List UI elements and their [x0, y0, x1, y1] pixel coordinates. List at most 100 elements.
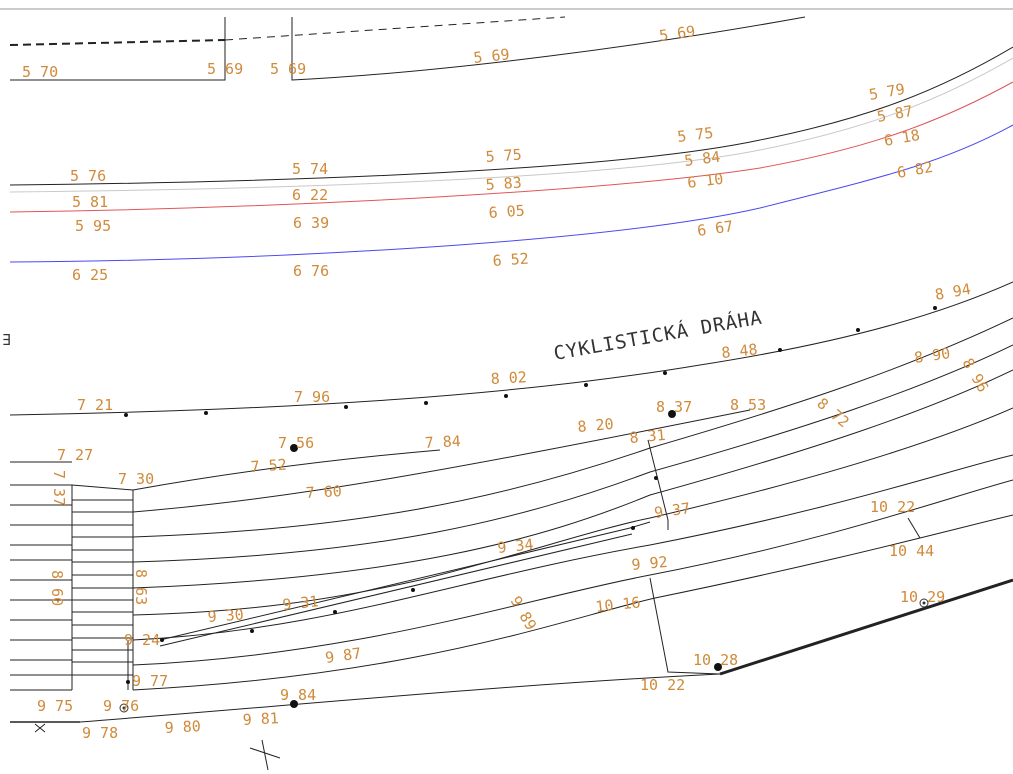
point-8-37	[668, 410, 676, 418]
point-9-84	[290, 700, 298, 708]
elevation-label: 9 81	[242, 709, 279, 729]
lower-linework	[9, 281, 1013, 771]
elevation-labels: 5 70 5 69 5 69 5 69 5 69 5 795 876 18 6 82 5 75…	[22, 22, 992, 742]
elevation-label: 9 87	[324, 644, 362, 667]
elevation-label: 6 52	[492, 250, 529, 270]
steps-treads	[72, 499, 133, 676]
elevation-label: 6 67	[696, 217, 734, 240]
contour-6	[132, 407, 1013, 616]
elevation-label: 5 69	[473, 45, 511, 67]
contour-4	[132, 344, 1013, 563]
benchmark-9-76	[119, 703, 129, 713]
elevation-label: 7 30	[118, 470, 154, 488]
elevation-label: 5 83	[485, 174, 522, 194]
elevation-label: 5 74	[292, 160, 328, 178]
drop-line	[649, 577, 721, 675]
cross-mark-small	[34, 723, 46, 733]
benchmark-points	[119, 598, 929, 713]
point-ramp-2	[250, 629, 254, 633]
elevation-label: 8 20	[577, 415, 615, 436]
elevation-label: 9 76	[103, 697, 139, 715]
elevation-label: 6 22	[292, 186, 328, 204]
point-box	[654, 476, 658, 480]
elevation-label: 9 84	[280, 686, 316, 704]
elevation-label: 5 76	[70, 167, 106, 185]
elevation-label: 9 75	[37, 697, 73, 715]
edge-line-blue	[9, 124, 1013, 263]
elevation-label: 8 48	[721, 340, 759, 362]
elevation-label: 5 81	[72, 193, 108, 211]
point-edge-5	[504, 394, 508, 398]
elevation-label: 5 75	[485, 146, 522, 166]
point-edge-3	[344, 405, 348, 409]
elevation-label: 5 84	[683, 148, 721, 170]
elevation-label: 8 72	[813, 394, 852, 431]
edge-line-grey	[9, 57, 1013, 193]
point-edge-7	[663, 371, 667, 375]
elevation-label: 7 27	[57, 446, 93, 464]
benchmark-10-29-dot	[922, 601, 926, 605]
elevation-label: 9 77	[132, 672, 168, 690]
elevation-label: 6 05	[488, 202, 525, 222]
elevation-label: 6 18	[883, 126, 922, 150]
elevation-label: 8 94	[934, 280, 973, 304]
wall-right	[291, 16, 806, 81]
elevation-label: 9 37	[653, 499, 691, 522]
elevation-label: 6 39	[293, 214, 329, 232]
contour-3	[132, 317, 1013, 538]
point-edge-9	[856, 328, 860, 332]
elevation-label: 5 69	[270, 60, 306, 78]
contour-2	[132, 409, 751, 513]
point-ramp-1	[160, 638, 164, 642]
elevation-label: 7 37	[50, 470, 68, 506]
elevation-label: 7 60	[305, 482, 342, 502]
elevation-label: 7 84	[424, 432, 461, 452]
dashed-edge-light	[224, 16, 566, 41]
box-right	[647, 439, 669, 530]
point-7-56	[290, 444, 298, 452]
elevation-label: 8 60	[48, 570, 66, 606]
elevation-label: 7 21	[77, 396, 113, 414]
steps-lines	[10, 461, 72, 691]
elevation-label: 6 10	[686, 170, 724, 192]
elevation-label: 9 31	[282, 592, 320, 614]
elevation-label: 8 96	[959, 355, 993, 395]
elevation-label: 6 82	[896, 158, 935, 182]
point-steps	[126, 680, 130, 684]
elevation-label: 6 25	[72, 266, 108, 284]
elevation-label: 9 92	[631, 553, 669, 574]
point-edge-4	[424, 401, 428, 405]
elevation-label: 8 63	[132, 569, 150, 605]
elevation-label: 8 31	[629, 426, 667, 447]
elevation-label: 6 76	[293, 262, 329, 280]
elevation-label: 9 30	[207, 606, 244, 626]
point-edge-1	[124, 413, 128, 417]
elevation-label: 9 34	[497, 535, 535, 557]
contour-9	[132, 514, 1013, 691]
point-ramp-3	[333, 610, 337, 614]
point-edge-6	[584, 383, 588, 387]
bottom-edge	[79, 673, 721, 723]
benchmark-9-76-dot	[122, 706, 126, 710]
notch	[907, 517, 921, 539]
upper-linework	[9, 16, 1013, 263]
elevation-label: 5 95	[75, 217, 111, 235]
point-edge-2	[204, 411, 208, 415]
cross-mark	[249, 739, 281, 771]
elevation-label: 5 79	[868, 80, 907, 104]
point-10-28	[714, 663, 722, 671]
elevation-label: 5 75	[676, 124, 714, 146]
elevation-label: 9 24	[124, 631, 160, 649]
elevation-label: 5 70	[22, 63, 58, 81]
point-edge-10	[933, 306, 937, 310]
elevation-label: 7 56	[278, 434, 314, 452]
ramp-line	[159, 521, 651, 641]
elevation-label: 10 22	[870, 498, 915, 516]
contour-1	[132, 449, 441, 491]
ramp-line-2	[159, 533, 633, 647]
elevation-label: 8 02	[490, 368, 527, 388]
bike-path-edge	[9, 281, 1013, 416]
elevation-label: 8 53	[730, 396, 766, 414]
elevation-label: 5 69	[207, 60, 243, 78]
elevation-label: 8 90	[913, 344, 951, 367]
